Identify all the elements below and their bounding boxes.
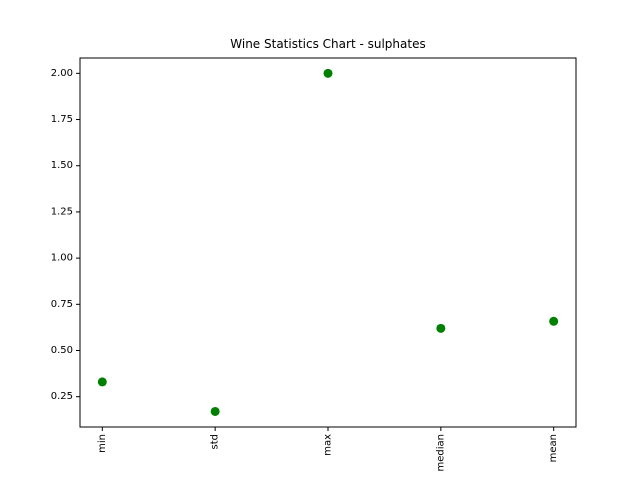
data-points bbox=[97, 68, 559, 416]
y-axis: 0.25 0.50 0.75 1.00 1.25 1.50 1.75 2.00 bbox=[51, 68, 80, 402]
x-axis: min std max median mean bbox=[97, 427, 559, 472]
y-tick-label: 1.75 bbox=[51, 114, 73, 125]
y-tick-label: 1.50 bbox=[51, 160, 73, 171]
x-tick-label: min bbox=[97, 434, 108, 453]
y-tick-label: 0.50 bbox=[51, 345, 73, 356]
y-tick-label: 1.25 bbox=[51, 206, 73, 217]
x-tick-label: max bbox=[323, 434, 334, 456]
y-tick-label: 0.25 bbox=[51, 391, 73, 402]
chart-title: Wine Statistics Chart - sulphates bbox=[230, 37, 425, 51]
x-tick-label: median bbox=[435, 434, 446, 472]
data-point-min bbox=[97, 377, 107, 387]
x-tick-label: std bbox=[210, 434, 221, 449]
data-point-mean bbox=[549, 316, 559, 326]
plot-frame bbox=[79, 57, 577, 428]
data-point-median bbox=[436, 323, 446, 333]
data-point-std bbox=[210, 406, 220, 416]
y-tick-label: 2.00 bbox=[51, 68, 73, 79]
y-tick-label: 1.00 bbox=[51, 253, 73, 264]
plot-area: 0.250.500.751.001.251.501.752.00 min std m… bbox=[51, 57, 577, 472]
data-point-max bbox=[323, 68, 333, 78]
y-tick-label: 0.75 bbox=[51, 299, 73, 310]
x-tick-label: mean bbox=[548, 434, 559, 462]
